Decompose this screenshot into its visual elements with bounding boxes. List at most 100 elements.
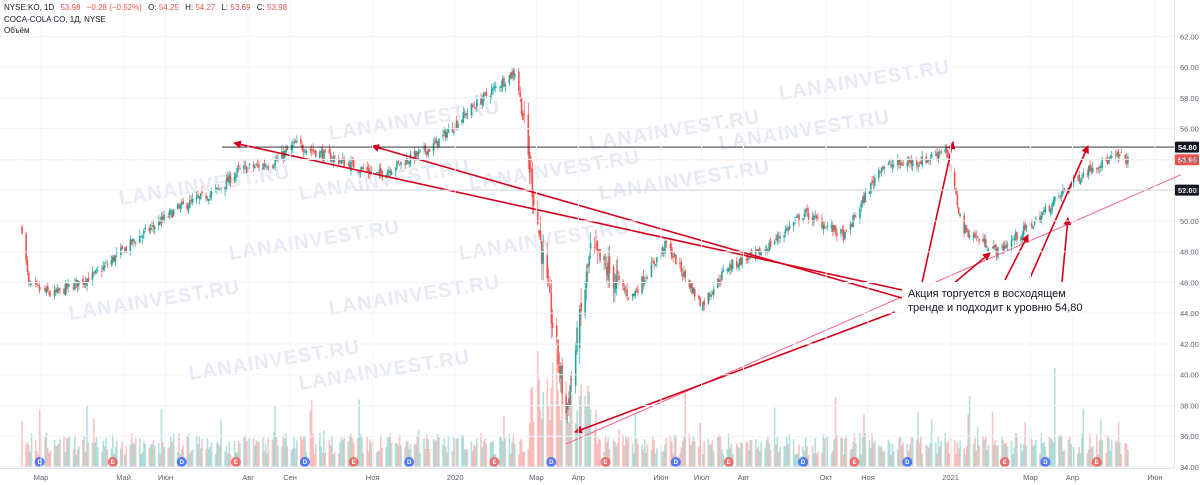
candle-body — [274, 160, 276, 166]
earnings-marker[interactable]: E — [849, 457, 860, 467]
dividend-marker[interactable]: D — [902, 457, 913, 467]
candle-body — [198, 196, 201, 199]
candle-body — [500, 85, 503, 88]
dividend-marker[interactable]: D — [546, 457, 557, 467]
volume-bar — [746, 441, 749, 467]
price-axis[interactable]: 62.0060.0058.0056.0054.0052.0050.0048.00… — [0, 32, 1199, 472]
legend-open: 54.25 — [159, 3, 180, 12]
candle-body — [670, 247, 673, 258]
candle-body — [845, 229, 848, 231]
earnings-marker[interactable]: E — [1091, 457, 1102, 467]
candle-body — [520, 97, 523, 115]
candle-body — [607, 262, 609, 281]
earnings-marker[interactable]: E — [600, 457, 611, 467]
candle-body — [786, 228, 788, 231]
candle-body — [170, 209, 172, 213]
candle-body — [44, 287, 46, 292]
volume-bar — [512, 433, 515, 467]
annotation-arrow[interactable] — [921, 141, 956, 284]
volume-bar — [947, 440, 949, 467]
candle-body — [938, 152, 941, 154]
candle-body — [565, 396, 567, 414]
annotation-arrow[interactable] — [574, 311, 896, 434]
earnings-marker[interactable]: E — [489, 457, 500, 467]
event-label: D — [303, 460, 308, 466]
volume-bar — [910, 436, 913, 467]
volume-bar — [786, 436, 788, 467]
volume-bar — [776, 436, 779, 467]
candle-body — [159, 221, 161, 225]
candle — [779, 231, 781, 244]
volume-bar — [178, 433, 180, 467]
candle — [254, 163, 256, 170]
candle-body — [21, 226, 23, 234]
time-axis[interactable]: Мар Май Июн Авг Сен Ноя 2020 Мар Апр Июн Июл Авг Окт… — [34, 0, 1163, 482]
volume-bar — [432, 439, 435, 467]
annotation-box[interactable]: Акция торгуется в восходящем тренде и по… — [902, 282, 1083, 316]
dividend-marker[interactable]: D — [176, 457, 187, 467]
dividend-marker[interactable]: D — [299, 457, 310, 467]
candle — [618, 272, 620, 286]
candle-body — [813, 215, 815, 223]
candle — [46, 282, 49, 293]
volume-bar — [890, 454, 892, 467]
candle-body — [413, 151, 416, 160]
candle — [983, 234, 986, 248]
candle-body — [362, 167, 364, 169]
dividend-marker[interactable]: D — [670, 457, 681, 467]
earnings-marker[interactable]: E — [348, 457, 359, 467]
annotation-arrow[interactable] — [952, 252, 991, 285]
candle — [197, 189, 199, 199]
dividend-marker[interactable]: D — [34, 457, 45, 467]
volume-bar — [214, 453, 217, 467]
candle — [675, 254, 677, 265]
candle — [236, 164, 239, 178]
volume-bar — [804, 437, 807, 467]
volume-bar — [711, 440, 714, 467]
volume-bar — [30, 433, 33, 467]
dividend-marker[interactable]: D — [404, 457, 415, 467]
volume-bar — [201, 439, 203, 467]
trend-line[interactable] — [565, 174, 1181, 445]
earnings-marker[interactable]: E — [999, 457, 1010, 467]
candle-body — [258, 164, 260, 168]
candle-body — [46, 285, 49, 292]
earnings-marker[interactable]: E — [230, 457, 241, 467]
volume-bar — [546, 379, 549, 467]
volume-bar — [34, 439, 37, 467]
dividend-marker[interactable]: D — [798, 457, 809, 467]
candle-body — [993, 245, 995, 249]
legend-close: 53.98 — [267, 3, 288, 12]
candle-body — [1049, 209, 1052, 214]
event-label: D — [674, 460, 679, 466]
candle-body — [130, 239, 133, 244]
candle-body — [331, 160, 333, 162]
candle-body — [125, 246, 128, 251]
volume-bar — [872, 442, 875, 467]
candle — [878, 167, 880, 183]
annotation-arrow[interactable] — [1061, 217, 1072, 283]
candle-body — [972, 234, 975, 238]
volume-bar — [718, 434, 720, 467]
volume-bar — [887, 439, 890, 467]
earnings-marker[interactable]: E — [107, 457, 118, 467]
candle — [480, 93, 482, 106]
annotation-arrow[interactable] — [1029, 145, 1089, 279]
candle-body — [699, 297, 701, 306]
candle-body — [741, 257, 743, 265]
event-circle — [176, 457, 187, 467]
annotation-arrow[interactable] — [1004, 234, 1029, 281]
candle-body — [802, 218, 804, 222]
volume-bar — [1002, 440, 1005, 467]
volume-bar — [489, 442, 492, 467]
earnings-marker[interactable]: E — [723, 457, 734, 467]
dividend-marker[interactable]: D — [1040, 457, 1051, 467]
volume-bar — [716, 437, 719, 467]
annotation-arrow[interactable] — [371, 144, 903, 299]
candle — [966, 224, 968, 233]
candle-body — [36, 281, 38, 285]
volume-bar — [378, 450, 381, 467]
candle-body — [570, 379, 573, 380]
